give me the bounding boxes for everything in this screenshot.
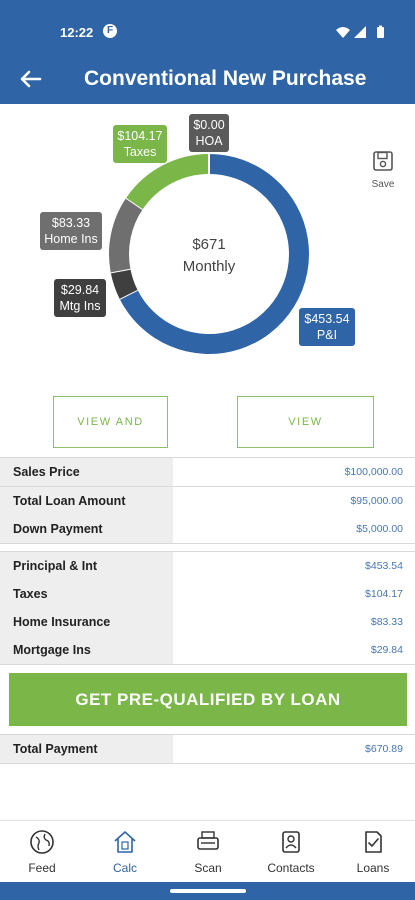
tab-scan-label: Scan	[194, 861, 222, 875]
pi-tag: $453.54 P&I	[299, 308, 355, 346]
status-bar: 12:22 F	[0, 0, 415, 56]
row-label: Down Payment	[0, 515, 173, 543]
row-value: $95,000.00	[173, 487, 415, 515]
table-row: Mortgage Ins $29.84	[0, 636, 415, 664]
tab-feed[interactable]: Feed	[7, 829, 77, 875]
row-value: $29.84	[173, 636, 415, 664]
taxes-tag-amount: $104.17	[117, 129, 163, 143]
row-label: Mortgage Ins	[0, 636, 173, 664]
taxes-tag: $104.17 Taxes	[113, 125, 167, 163]
loans-document-icon	[365, 831, 382, 853]
mtg-ins-tag: $29.84 Mtg Ins	[54, 279, 106, 317]
table-row: Home Insurance $83.33	[0, 608, 415, 636]
divider	[0, 543, 415, 544]
save-icon	[373, 151, 393, 171]
app-notification-icon: F	[103, 24, 117, 38]
bottom-tab-bar: Feed Calc Scan Contacts Loans	[0, 820, 415, 882]
hoa-tag-label: HOA	[195, 134, 223, 148]
tab-contacts-label: Contacts	[267, 861, 315, 875]
mtg-ins-tag-label: Mtg Ins	[59, 299, 101, 313]
taxes-tag-label: Taxes	[123, 145, 157, 159]
table-row: Principal & Int $453.54	[0, 552, 415, 580]
back-button[interactable]	[14, 64, 48, 94]
row-value: $100,000.00	[173, 458, 415, 486]
payment-breakdown-chart: $671 Monthly $104.17 Taxes $0.00 HOA $83…	[0, 104, 415, 394]
back-arrow-icon	[20, 70, 42, 88]
page-title: Conventional New Purchase	[84, 67, 367, 90]
signal-icon	[354, 26, 366, 38]
total-payment-row: Total Payment $670.89	[0, 735, 415, 763]
divider	[0, 457, 415, 458]
donut-segment	[119, 154, 309, 354]
row-value: $104.17	[173, 580, 415, 608]
divider	[0, 664, 415, 665]
scanner-icon	[197, 831, 219, 850]
hoa-tag: $0.00 HOA	[189, 114, 229, 152]
get-prequalified-button[interactable]: GET PRE-QUALIFIED BY LOAN	[9, 673, 407, 726]
contacts-icon	[282, 831, 300, 853]
home-ins-tag-amount: $83.33	[51, 216, 91, 230]
divider	[0, 486, 415, 487]
home-gesture-pill[interactable]	[170, 889, 246, 893]
donut-segment	[109, 197, 143, 273]
row-label: Home Insurance	[0, 608, 173, 636]
tab-loans[interactable]: Loans	[338, 829, 408, 875]
divider	[0, 551, 415, 552]
wifi-icon	[336, 27, 350, 38]
save-label: Save	[371, 179, 395, 190]
table-row: Down Payment $5,000.00	[0, 515, 415, 543]
table-row: Sales Price $100,000.00	[0, 458, 415, 486]
row-value: $453.54	[173, 552, 415, 580]
pi-tag-amount: $453.54	[304, 312, 350, 326]
total-payment-label: Total Payment	[0, 735, 173, 763]
tab-calc-label: Calc	[112, 861, 137, 875]
home-ins-tag-label: Home Ins	[44, 232, 98, 246]
donut-separator	[119, 288, 138, 300]
tab-contacts[interactable]: Contacts	[256, 829, 326, 875]
tab-loans-label: Loans	[356, 861, 390, 875]
monthly-label: Monthly	[182, 258, 236, 275]
table-row: Total Loan Amount $95,000.00	[0, 487, 415, 515]
save-button[interactable]: Save	[366, 150, 400, 190]
row-label: Taxes	[0, 580, 173, 608]
home-ins-tag: $83.33 Home Ins	[40, 212, 102, 250]
tab-feed-label: Feed	[28, 861, 56, 875]
table-row: Taxes $104.17	[0, 580, 415, 608]
donut-segment	[110, 268, 138, 299]
pi-tag-label: P&I	[316, 328, 338, 342]
divider	[0, 734, 415, 735]
divider	[0, 763, 415, 764]
mtg-ins-tag-amount: $29.84	[60, 283, 100, 297]
row-label: Sales Price	[0, 458, 173, 486]
donut-chart	[109, 154, 309, 354]
view-and-share-button[interactable]: VIEW AND SHARE	[53, 396, 168, 478]
row-label: Total Loan Amount	[0, 487, 173, 515]
tab-calc[interactable]: Calc	[90, 829, 160, 875]
app-header: Conventional New Purchase	[0, 56, 415, 104]
system-nav-bar	[0, 882, 415, 900]
monthly-amount: $671	[192, 236, 226, 253]
hoa-tag-amount: $0.00	[193, 118, 225, 132]
row-label: Principal & Int	[0, 552, 173, 580]
status-time: 12:22	[60, 25, 94, 40]
home-calculator-icon	[114, 831, 136, 853]
tab-scan[interactable]: Scan	[173, 829, 243, 875]
row-value: $5,000.00	[173, 515, 415, 543]
battery-icon	[377, 25, 384, 38]
status-icons	[336, 25, 384, 38]
donut-segment	[126, 154, 210, 210]
total-payment-value: $670.89	[173, 735, 415, 763]
view-amortization-button[interactable]: VIEW AMORTIZATION	[237, 396, 374, 478]
row-value: $83.33	[173, 608, 415, 636]
globe-icon	[30, 830, 54, 854]
